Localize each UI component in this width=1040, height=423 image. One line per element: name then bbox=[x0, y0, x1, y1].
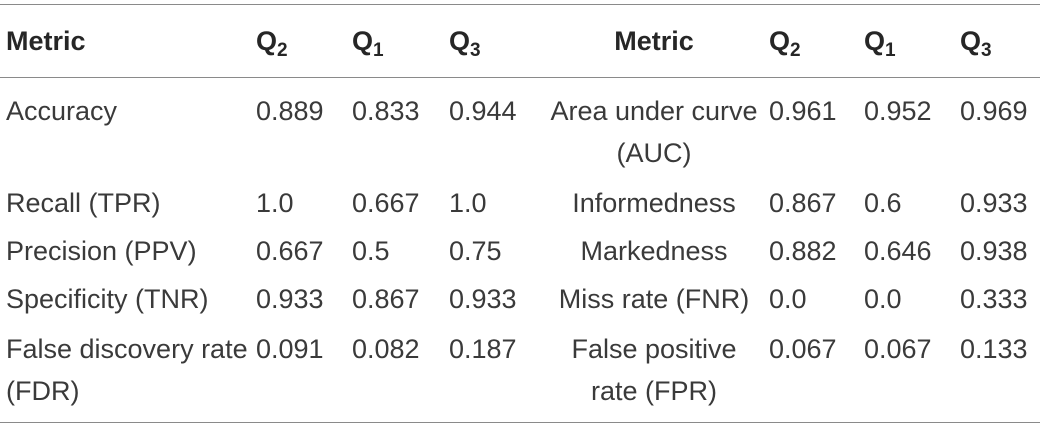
cell-metric-left: Precision (PPV) bbox=[6, 236, 197, 266]
cell-metric-right: Area under curve (AUC) bbox=[550, 96, 758, 168]
cell-q3-right: 0.933 bbox=[960, 188, 1028, 218]
cell-q3-left: 0.75 bbox=[449, 236, 502, 266]
table-row: Precision (PPV) 0.667 0.5 0.75 Markednes… bbox=[0, 228, 1040, 276]
cell-q1-left: 0.667 bbox=[352, 188, 420, 218]
cell-q3-left: 0.187 bbox=[449, 334, 517, 364]
cell-q3-left: 0.933 bbox=[449, 284, 517, 314]
cell-q2-right: 0.961 bbox=[769, 96, 837, 126]
header-q3-left: Q3 bbox=[449, 25, 481, 61]
cell-q3-left: 1.0 bbox=[449, 188, 487, 218]
cell-metric-right: Markedness bbox=[580, 236, 728, 266]
table-row: Specificity (TNR) 0.933 0.867 0.933 Miss… bbox=[0, 276, 1040, 324]
cell-q3-left: 0.944 bbox=[449, 96, 517, 126]
cell-q2-left: 1.0 bbox=[256, 188, 294, 218]
cell-q3-right: 0.969 bbox=[960, 96, 1028, 126]
cell-metric-right: False positive rate (FPR) bbox=[571, 334, 737, 406]
table-header-row: Metric Q2 Q1 Q3 Metric Q2 Q1 Q3 bbox=[0, 4, 1040, 78]
cell-q2-left: 0.889 bbox=[256, 96, 324, 126]
cell-q2-right: 0.067 bbox=[769, 334, 837, 364]
cell-q2-left: 0.933 bbox=[256, 284, 324, 314]
cell-q3-right: 0.133 bbox=[960, 334, 1028, 364]
header-metric-left: Metric bbox=[6, 25, 86, 56]
cell-q3-right: 0.333 bbox=[960, 284, 1028, 314]
cell-metric-left: False discovery rate (FDR) bbox=[6, 334, 248, 406]
cell-q1-right: 0.6 bbox=[864, 188, 902, 218]
table-row: Recall (TPR) 1.0 0.667 1.0 Informedness … bbox=[0, 180, 1040, 228]
cell-metric-right: Informedness bbox=[572, 188, 736, 218]
cell-metric-left: Accuracy bbox=[6, 96, 118, 126]
cell-metric-right: Miss rate (FNR) bbox=[558, 284, 750, 314]
cell-metric-left: Specificity (TNR) bbox=[6, 284, 209, 314]
cell-q1-left: 0.5 bbox=[352, 236, 390, 266]
cell-metric-left: Recall (TPR) bbox=[6, 188, 161, 218]
cell-q1-left: 0.833 bbox=[352, 96, 420, 126]
cell-q2-right: 0.882 bbox=[769, 236, 837, 266]
cell-q2-right: 0.867 bbox=[769, 188, 837, 218]
cell-q1-right: 0.067 bbox=[864, 334, 932, 364]
cell-q3-right: 0.938 bbox=[960, 236, 1028, 266]
cell-q1-left: 0.867 bbox=[352, 284, 420, 314]
metrics-table: Metric Q2 Q1 Q3 Metric Q2 Q1 Q3 Accuracy… bbox=[0, 4, 1040, 423]
header-q3-right: Q3 bbox=[960, 25, 992, 61]
header-metric-right: Metric bbox=[614, 25, 694, 56]
cell-q2-left: 0.667 bbox=[256, 236, 324, 266]
cell-q2-left: 0.091 bbox=[256, 334, 324, 364]
header-q1-right: Q1 bbox=[864, 25, 896, 61]
cell-q1-right: 0.646 bbox=[864, 236, 932, 266]
cell-q1-right: 0.952 bbox=[864, 96, 932, 126]
table-row: False discovery rate (FDR) 0.091 0.082 0… bbox=[0, 324, 1040, 423]
header-q1-left: Q1 bbox=[352, 25, 384, 61]
cell-q2-right: 0.0 bbox=[769, 284, 807, 314]
header-q2-right: Q2 bbox=[769, 25, 801, 61]
cell-q1-right: 0.0 bbox=[864, 284, 902, 314]
header-q2-left: Q2 bbox=[256, 25, 288, 61]
table-row: Accuracy 0.889 0.833 0.944 Area under cu… bbox=[0, 78, 1040, 181]
cell-q1-left: 0.082 bbox=[352, 334, 420, 364]
